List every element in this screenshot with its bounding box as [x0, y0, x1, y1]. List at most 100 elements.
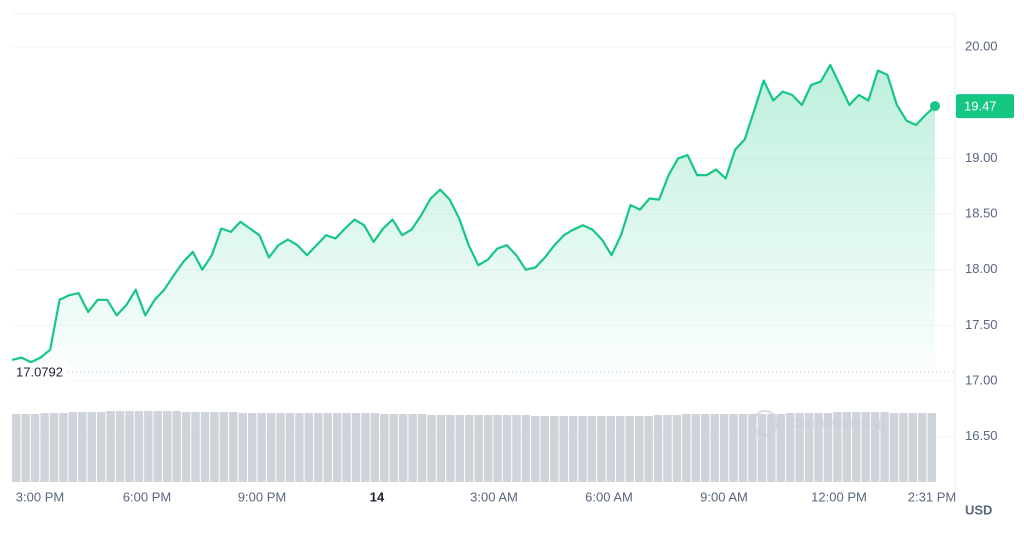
volume-bar [738, 414, 748, 482]
volume-bar [729, 414, 738, 482]
volume-bar [304, 413, 314, 482]
volume-bar [899, 413, 908, 482]
volume-bar [436, 415, 446, 482]
volume-bar [540, 416, 550, 482]
volume-bar [852, 412, 861, 482]
volume-bar [417, 414, 427, 482]
volume-bar [748, 414, 757, 482]
x-tick-label: 6:00 PM [123, 489, 171, 504]
x-tick-label: 14 [370, 489, 385, 504]
volume-bar [408, 414, 417, 482]
volume-bar [247, 413, 257, 482]
x-tick-label: 2:31 PM [908, 489, 956, 504]
volume-bar [634, 416, 644, 482]
price-area [12, 64, 935, 373]
volume-bar [691, 414, 701, 482]
volume-bar [663, 415, 672, 482]
volume-bar [389, 414, 398, 482]
volume-bar [719, 414, 729, 482]
y-tick-label: 18.50 [965, 205, 998, 220]
volume-bar [465, 415, 474, 482]
volume-bar [314, 413, 323, 482]
volume-bar [559, 416, 568, 482]
volume-bar [398, 414, 408, 482]
volume-bar [163, 411, 172, 482]
volume-bar [785, 413, 795, 482]
volume-bar [68, 412, 78, 482]
volume-bar [153, 411, 163, 482]
watermark: CoinMarketCap [790, 415, 885, 430]
volume-bar [276, 413, 285, 482]
volume-bar [144, 411, 153, 482]
volume-bar [804, 413, 814, 482]
reference-label: 17.0792 [16, 365, 63, 380]
volume-bar [767, 414, 776, 482]
volume-bar [870, 412, 880, 482]
x-tick-label: 3:00 AM [470, 489, 518, 504]
price-line [11, 63, 936, 364]
volume-bar [87, 412, 96, 482]
volume-bar [908, 413, 918, 482]
volume-bar [342, 413, 351, 482]
volume-bar [40, 413, 49, 482]
volume-bar [295, 413, 304, 482]
volume-bar [710, 414, 719, 482]
price-badge [956, 94, 1014, 119]
price-badge-label: 19.47 [964, 99, 997, 114]
volume-bar [427, 415, 436, 482]
volume-bar [370, 413, 380, 482]
volume-bar [493, 415, 502, 482]
reference-badge [12, 363, 68, 382]
volume-bar [918, 413, 927, 482]
y-tick-label: 18.00 [965, 261, 998, 276]
volume-bar [134, 411, 144, 482]
volume-bar [266, 413, 276, 482]
volume-bar [229, 412, 238, 482]
volume-bar [361, 413, 370, 482]
volume-bar [30, 414, 40, 482]
y-tick-label: 16.50 [965, 428, 998, 443]
y-tick-label: 17.50 [965, 317, 998, 332]
volume-bar [446, 415, 455, 482]
volume-bar [181, 412, 191, 482]
volume-bar [587, 416, 597, 482]
volume-bar [210, 412, 219, 482]
volume-bar [323, 413, 332, 482]
x-tick-label: 3:00 PM [16, 489, 64, 504]
currency-label: USD [965, 502, 992, 517]
volume-bar [568, 416, 578, 482]
volume-bar [597, 416, 606, 482]
x-tick-label: 9:00 PM [238, 489, 286, 504]
volume-bar [351, 413, 361, 482]
volume-bar [757, 414, 767, 482]
volume-bar [550, 416, 559, 482]
volume-bar [512, 415, 521, 482]
volume-bar [455, 415, 465, 482]
volume-bar [219, 412, 229, 482]
volume-bar [795, 413, 804, 482]
x-tick-label: 6:00 AM [585, 489, 633, 504]
volume-bar [115, 411, 125, 482]
volume-bar [59, 413, 68, 482]
volume-bar [625, 416, 634, 482]
volume-bar [880, 412, 889, 482]
volume-bar [861, 412, 870, 482]
volume-bar [776, 414, 785, 482]
volume-bar [889, 413, 899, 482]
volume-bar [672, 415, 682, 482]
volume-bar [531, 416, 540, 482]
volume-bar [682, 414, 691, 482]
volume-bar [238, 413, 247, 482]
watermark-logo [751, 409, 779, 437]
volume-bar [200, 412, 210, 482]
y-tick-label: 19.00 [965, 150, 998, 165]
volume-bar [483, 415, 493, 482]
volume-bar [521, 415, 531, 482]
volume-bar [78, 412, 87, 482]
volume-bar [172, 411, 181, 482]
last-point [930, 101, 940, 112]
volume-bar [12, 414, 21, 482]
volume-bar [502, 415, 512, 482]
